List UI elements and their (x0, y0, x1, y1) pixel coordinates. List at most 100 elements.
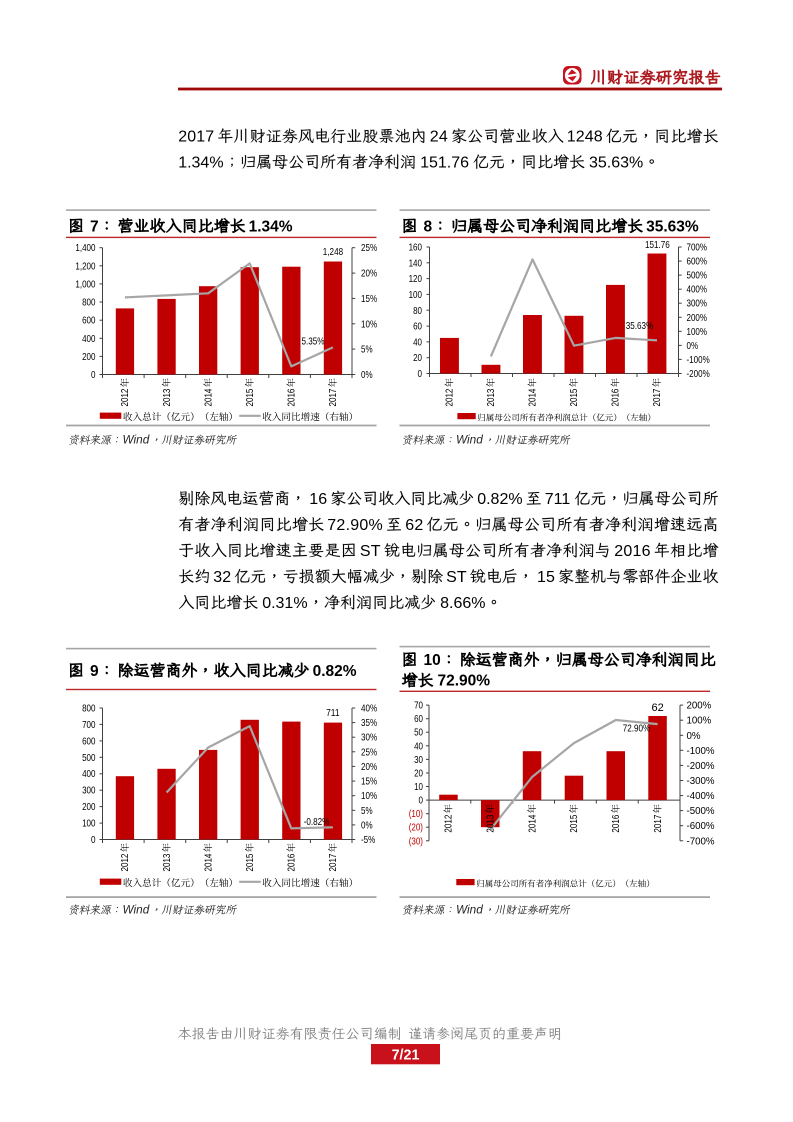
svg-text:2016: 2016 (287, 388, 298, 406)
svg-text:0.82%: 0.82% (477, 491, 522, 508)
svg-text:0%: 0% (361, 370, 373, 381)
svg-text:20%: 20% (361, 762, 377, 773)
svg-text:8.66%: 8.66% (440, 595, 485, 612)
svg-text:2012: 2012 (445, 388, 456, 406)
svg-text:800: 800 (82, 298, 96, 309)
svg-text:-300%: -300% (687, 776, 715, 787)
svg-text:2013: 2013 (485, 814, 496, 832)
svg-text:(20): (20) (409, 823, 423, 834)
svg-text:0.82%: 0.82% (313, 663, 357, 680)
svg-text:2016: 2016 (614, 543, 651, 560)
svg-text:100%: 100% (687, 716, 712, 727)
svg-text:400%: 400% (687, 285, 708, 296)
svg-text:2015: 2015 (245, 853, 256, 871)
svg-text:20: 20 (414, 769, 423, 780)
svg-text:-200%: -200% (687, 369, 710, 380)
svg-text:1,400: 1,400 (75, 243, 95, 254)
svg-text:500%: 500% (687, 271, 708, 282)
svg-text:-100%: -100% (687, 746, 715, 757)
svg-text:2012: 2012 (444, 814, 455, 832)
svg-text:-200%: -200% (687, 761, 715, 772)
svg-text:2015: 2015 (245, 388, 256, 406)
svg-text:2014: 2014 (203, 388, 214, 406)
svg-text:20: 20 (413, 353, 422, 364)
svg-text:2017: 2017 (652, 388, 663, 406)
svg-text:1,248: 1,248 (323, 247, 343, 258)
svg-text:-500%: -500% (687, 806, 715, 817)
svg-text:200: 200 (82, 352, 96, 363)
svg-text:1.34%: 1.34% (249, 218, 293, 235)
svg-text:32: 32 (213, 569, 231, 586)
svg-text:2017: 2017 (328, 853, 339, 871)
svg-text:2013: 2013 (162, 388, 173, 406)
svg-text:Wind: Wind (123, 433, 150, 447)
svg-text:800: 800 (82, 704, 96, 715)
svg-text:2016: 2016 (287, 853, 298, 871)
svg-text:40: 40 (414, 741, 423, 752)
svg-text:35%: 35% (361, 718, 377, 729)
svg-text:1.34%: 1.34% (178, 154, 223, 171)
svg-text:10%: 10% (361, 791, 377, 802)
svg-text:120: 120 (409, 274, 423, 285)
svg-text:80: 80 (413, 306, 422, 317)
svg-text:ST: ST (360, 543, 381, 560)
svg-text:2015: 2015 (569, 814, 580, 832)
svg-text:2013: 2013 (162, 853, 173, 871)
svg-text:(30): (30) (409, 836, 423, 847)
svg-text:Wind: Wind (123, 903, 150, 917)
svg-text:600: 600 (82, 736, 96, 747)
svg-text:25%: 25% (361, 243, 377, 254)
svg-text:200: 200 (82, 802, 96, 813)
svg-text:72.90%: 72.90% (623, 724, 651, 735)
svg-text:0%: 0% (361, 820, 373, 831)
svg-text:24: 24 (430, 129, 448, 146)
svg-text:7: 7 (90, 218, 99, 235)
svg-text:2016: 2016 (611, 388, 622, 406)
svg-text:5.35%: 5.35% (302, 337, 325, 348)
svg-text:0%: 0% (687, 731, 701, 742)
svg-text:(10): (10) (409, 809, 423, 820)
svg-text:600: 600 (82, 316, 96, 327)
svg-text:1,000: 1,000 (75, 279, 95, 290)
svg-text:35.63%: 35.63% (646, 218, 699, 235)
svg-text:-400%: -400% (687, 791, 715, 802)
svg-text:0: 0 (418, 369, 423, 380)
svg-text:-5%: -5% (361, 835, 375, 846)
svg-text:Wind: Wind (456, 903, 483, 917)
svg-text:20%: 20% (361, 269, 377, 280)
svg-text:2014: 2014 (203, 853, 214, 871)
svg-text:100: 100 (409, 290, 423, 301)
svg-text:35.63%: 35.63% (626, 321, 654, 332)
svg-text:140: 140 (409, 258, 423, 269)
svg-text:700: 700 (82, 720, 96, 731)
svg-text:400: 400 (82, 334, 96, 345)
svg-text:10: 10 (424, 652, 441, 669)
svg-text:25%: 25% (361, 747, 377, 758)
svg-text:0.31%: 0.31% (262, 595, 307, 612)
svg-text:Wind: Wind (456, 433, 483, 447)
svg-text:10: 10 (414, 782, 423, 793)
svg-text:72.90%: 72.90% (327, 517, 383, 534)
svg-text:5%: 5% (361, 806, 373, 817)
svg-text:711: 711 (545, 491, 571, 508)
svg-text:50: 50 (414, 728, 423, 739)
svg-text:200%: 200% (687, 701, 712, 712)
svg-text:62: 62 (405, 517, 423, 534)
svg-text:-700%: -700% (687, 836, 715, 847)
svg-text:160: 160 (409, 243, 423, 254)
svg-text:2015: 2015 (569, 388, 580, 406)
svg-text:15%: 15% (361, 294, 377, 305)
svg-text:70: 70 (414, 701, 423, 712)
svg-text:200%: 200% (687, 313, 708, 324)
svg-text:-600%: -600% (687, 821, 715, 832)
svg-text:2014: 2014 (527, 814, 538, 832)
svg-text:30%: 30% (361, 733, 377, 744)
svg-text:2017: 2017 (328, 388, 339, 406)
svg-text:2012: 2012 (120, 853, 131, 871)
svg-text:8: 8 (424, 218, 433, 235)
svg-text:62: 62 (651, 702, 663, 714)
svg-text:72.90%: 72.90% (438, 673, 491, 690)
svg-text:100%: 100% (687, 327, 708, 338)
svg-text:711: 711 (326, 708, 340, 719)
svg-text:151.76: 151.76 (420, 154, 469, 171)
